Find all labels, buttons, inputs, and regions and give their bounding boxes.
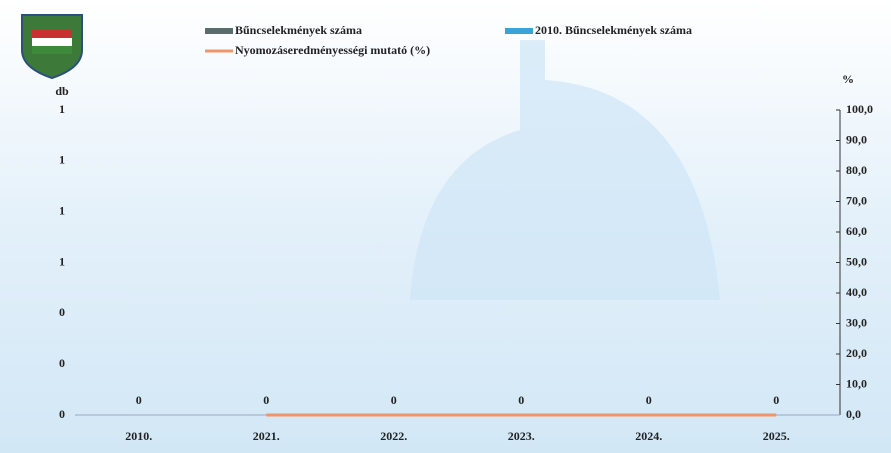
y2-tick-label: 40,0: [846, 285, 867, 299]
y2-tick-label: 60,0: [846, 224, 867, 238]
y2-tick-label: 90,0: [846, 132, 867, 146]
y-axis-title: db: [55, 84, 69, 98]
data-label: 0: [773, 393, 779, 407]
y2-axis-title: %: [842, 72, 854, 86]
y2-tick-label: 80,0: [846, 163, 867, 177]
y2-tick-label: 100,0: [846, 102, 873, 116]
y2-tick-label: 10,0: [846, 376, 867, 390]
legend-label: Nyomozáseredményességi mutató (%): [235, 43, 430, 57]
data-label: 0: [136, 393, 142, 407]
y-tick-label: 0: [59, 356, 65, 370]
x-tick-label: 2022.: [380, 429, 407, 443]
y2-tick-label: 50,0: [846, 254, 867, 268]
y-tick-label: 1: [59, 254, 65, 268]
data-label: 0: [646, 393, 652, 407]
data-label: 0: [391, 393, 397, 407]
x-tick-label: 2021.: [253, 429, 280, 443]
y2-tick-label: 0,0: [846, 407, 861, 421]
y2-tick-label: 70,0: [846, 193, 867, 207]
data-label: 0: [263, 393, 269, 407]
logo: [21, 14, 83, 80]
legend-swatch: [205, 28, 233, 34]
watermark: [410, 40, 720, 300]
y-tick-label: 0: [59, 305, 65, 319]
x-tick-label: 2023.: [508, 429, 535, 443]
data-label: 0: [518, 393, 524, 407]
x-tick-label: 2025.: [763, 429, 790, 443]
legend-label: Bűncselekmények száma: [235, 23, 362, 37]
legend-label: 2010. Bűncselekmények száma: [535, 23, 692, 37]
y2-tick-label: 30,0: [846, 315, 867, 329]
y2-tick-label: 20,0: [846, 346, 867, 360]
y-tick-label: 1: [59, 102, 65, 116]
x-tick-label: 2010.: [125, 429, 152, 443]
x-tick-label: 2024.: [635, 429, 662, 443]
y-tick-label: 1: [59, 203, 65, 217]
legend-swatch: [505, 28, 533, 34]
y-tick-label: 0: [59, 407, 65, 421]
y-tick-label: 1: [59, 153, 65, 167]
